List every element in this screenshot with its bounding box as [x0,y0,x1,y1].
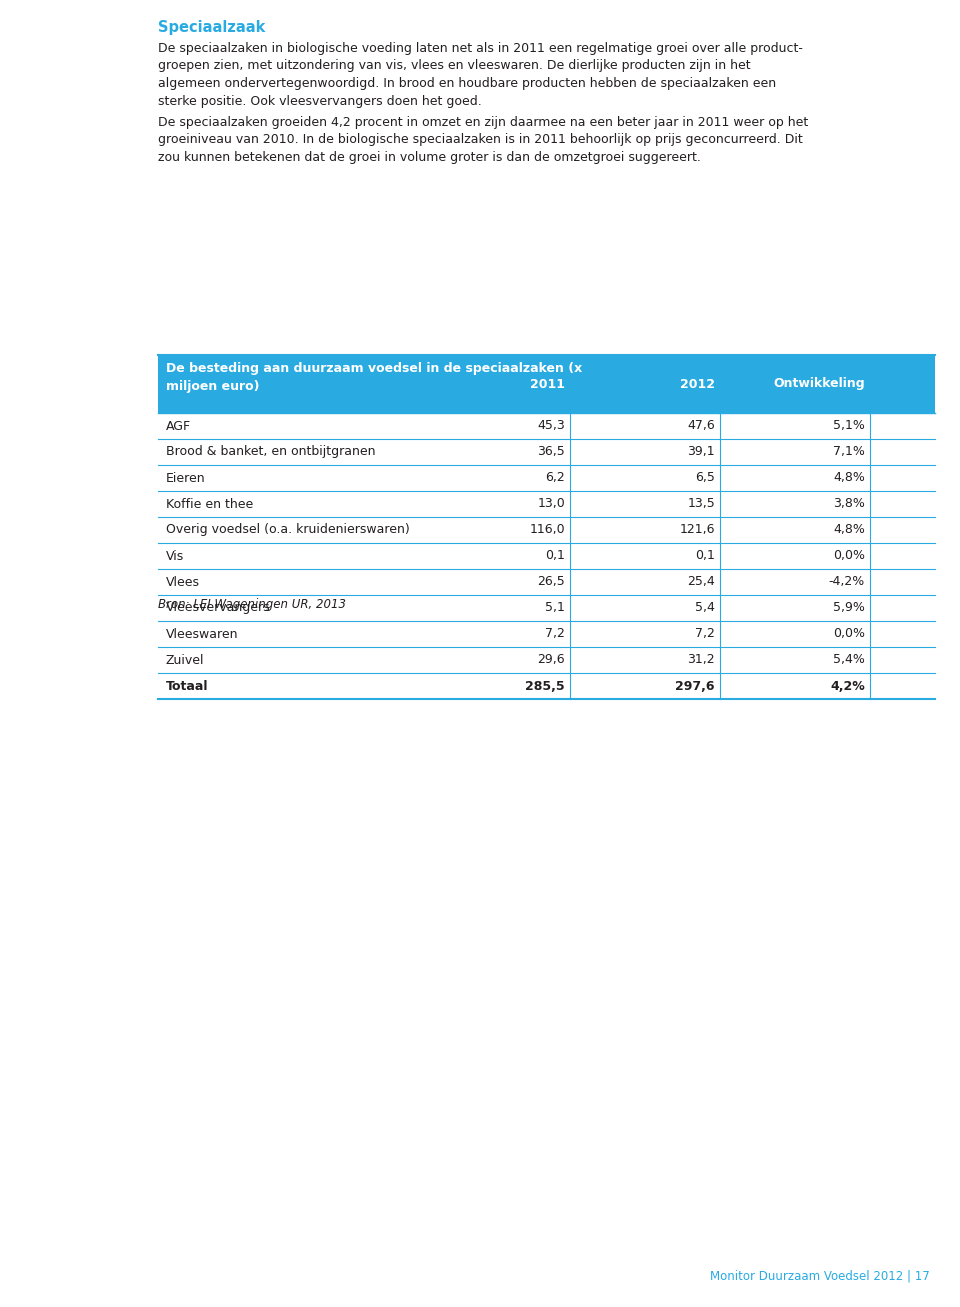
Text: 45,3: 45,3 [538,420,565,433]
Text: 6,5: 6,5 [695,472,715,485]
Text: 5,1: 5,1 [545,601,565,614]
Text: 5,4%: 5,4% [833,654,865,667]
Text: 7,2: 7,2 [695,627,715,640]
Text: 4,2%: 4,2% [830,680,865,693]
Text: AGF: AGF [166,420,191,433]
Text: De speciaalzaken in biologische voeding laten net als in 2011 een regelmatige gr: De speciaalzaken in biologische voeding … [158,42,803,55]
Text: Eieren: Eieren [166,472,205,485]
Text: 5,1%: 5,1% [833,420,865,433]
Text: 297,6: 297,6 [676,680,715,693]
Text: sterke positie. Ook vleesvervangers doen het goed.: sterke positie. Ook vleesvervangers doen… [158,94,482,107]
Text: Zuivel: Zuivel [166,654,204,667]
Text: 0,1: 0,1 [695,549,715,562]
Text: 13,0: 13,0 [538,498,565,511]
Text: 36,5: 36,5 [538,446,565,459]
Text: 29,6: 29,6 [538,654,565,667]
Text: groeiniveau van 2010. In de biologische speciaalzaken is in 2011 behoorlijk op p: groeiniveau van 2010. In de biologische … [158,133,803,146]
Text: 0,0%: 0,0% [833,627,865,640]
Text: Koffie en thee: Koffie en thee [166,498,253,511]
Text: 13,5: 13,5 [687,498,715,511]
Text: Vlees: Vlees [166,575,200,588]
Text: 5,4: 5,4 [695,601,715,614]
Text: De speciaalzaken groeiden 4,2 procent in omzet en zijn daarmee na een beter jaar: De speciaalzaken groeiden 4,2 procent in… [158,116,808,129]
Text: De besteding aan duurzaam voedsel in de speciaalzaken (x
miljoen euro): De besteding aan duurzaam voedsel in de … [166,362,583,393]
Text: 116,0: 116,0 [529,524,565,536]
Text: zou kunnen betekenen dat de groei in volume groter is dan de omzetgroei suggeree: zou kunnen betekenen dat de groei in vol… [158,152,701,163]
Text: 4,8%: 4,8% [833,472,865,485]
Text: 285,5: 285,5 [525,680,565,693]
Text: 39,1: 39,1 [687,446,715,459]
Text: Totaal: Totaal [166,680,208,693]
Text: Brood & banket, en ontbijtgranen: Brood & banket, en ontbijtgranen [166,446,375,459]
Text: 3,8%: 3,8% [833,498,865,511]
Text: 7,1%: 7,1% [833,446,865,459]
Text: Bron: LEI Wageningen UR, 2013: Bron: LEI Wageningen UR, 2013 [158,599,346,610]
Text: Ontwikkeling: Ontwikkeling [774,378,865,391]
Text: Monitor Duurzaam Voedsel 2012 | 17: Monitor Duurzaam Voedsel 2012 | 17 [710,1269,930,1282]
Text: 5,9%: 5,9% [833,601,865,614]
Text: 0,0%: 0,0% [833,549,865,562]
Text: 2011: 2011 [530,378,565,391]
Text: 6,2: 6,2 [545,472,565,485]
Bar [158,356,935,413]
Text: 25,4: 25,4 [687,575,715,588]
Text: Vleeswaren: Vleeswaren [166,627,238,640]
Text: Speciaalzaak: Speciaalzaak [158,20,265,35]
Text: Vleesvervangers: Vleesvervangers [166,601,271,614]
Text: Vis: Vis [166,549,184,562]
Text: -4,2%: -4,2% [828,575,865,588]
Text: 4,8%: 4,8% [833,524,865,536]
Text: algemeen ondervertegenwoordigd. In brood en houdbare producten hebben de speciaa: algemeen ondervertegenwoordigd. In brood… [158,77,776,90]
Text: 0,1: 0,1 [545,549,565,562]
Text: groepen zien, met uitzondering van vis, vlees en vleeswaren. De dierlijke produc: groepen zien, met uitzondering van vis, … [158,60,751,72]
Text: Overig voedsel (o.a. kruidenierswaren): Overig voedsel (o.a. kruidenierswaren) [166,524,410,536]
Text: 26,5: 26,5 [538,575,565,588]
Text: 31,2: 31,2 [687,654,715,667]
Text: 2012: 2012 [680,378,715,391]
Text: 7,2: 7,2 [545,627,565,640]
Text: 47,6: 47,6 [687,420,715,433]
Text: 121,6: 121,6 [680,524,715,536]
